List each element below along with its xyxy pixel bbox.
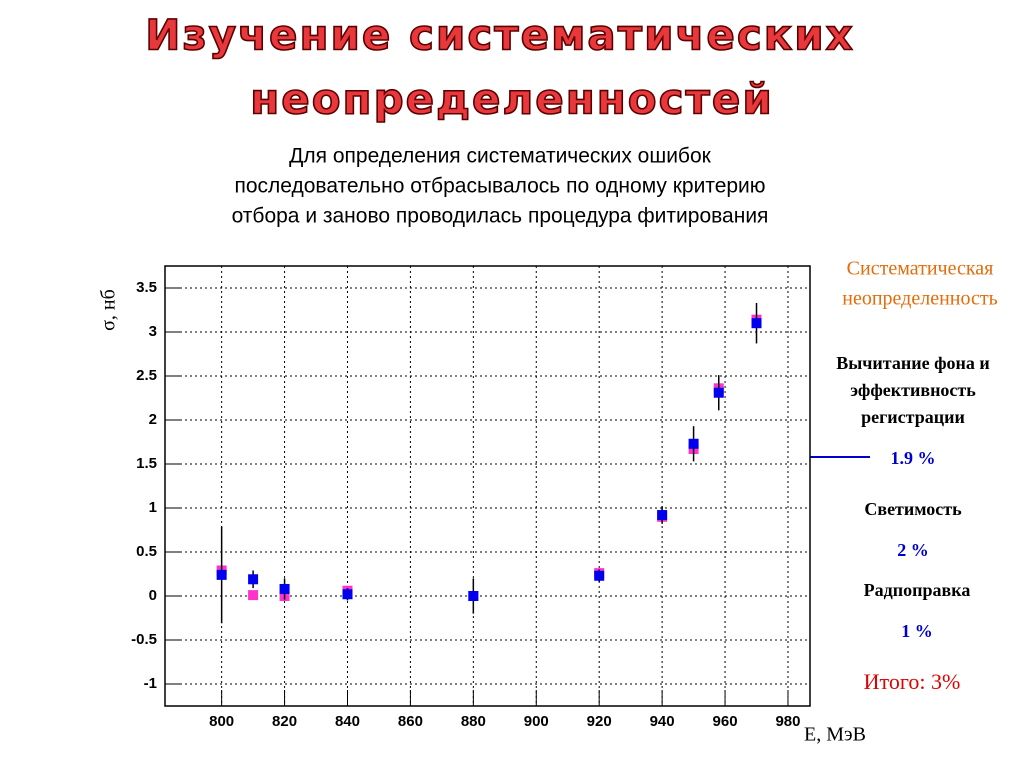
point	[594, 570, 605, 581]
x-tick-label: 860	[398, 713, 423, 730]
x-tick-label: 920	[587, 713, 612, 730]
x-tick-label: 840	[335, 713, 360, 730]
item-label: Радпоправка	[864, 580, 971, 600]
x-tick-label: 980	[775, 713, 800, 730]
y-tick-label: 1.5	[136, 455, 157, 472]
y-axis-label: σ, нб	[98, 289, 120, 331]
subtitle: Для определения систематических ошибок	[289, 145, 711, 168]
point	[751, 318, 762, 329]
title: Изучение систематических	[145, 11, 855, 60]
item-value: 1.9 %	[891, 448, 936, 468]
x-tick-label: 880	[461, 713, 486, 730]
side-heading: неопределенность	[842, 288, 997, 310]
x-axis-label: E, МэВ	[804, 724, 866, 746]
x-tick-label: 820	[272, 713, 297, 730]
point	[279, 583, 290, 594]
item-label: Светимость	[864, 499, 962, 519]
x-tick-label: 800	[209, 713, 234, 730]
x-tick-label: 960	[713, 713, 738, 730]
y-tick-label: 0.5	[136, 543, 157, 560]
subtitle: отбора и заново проводилась процедура фи…	[232, 205, 769, 228]
x-tick-label: 940	[650, 713, 675, 730]
plot-area	[164, 265, 811, 707]
item-label: Вычитание фона и	[836, 353, 990, 373]
point	[468, 591, 479, 601]
total: Итого: 3%	[864, 669, 961, 694]
point	[657, 510, 668, 521]
point	[342, 589, 353, 600]
point	[713, 387, 724, 398]
side-heading: Систематическая	[847, 258, 994, 280]
item-label: регистрации	[861, 407, 965, 427]
title: неопределенностей	[250, 75, 774, 124]
x-tick-label: 900	[524, 713, 549, 730]
y-tick-label: 3.5	[136, 279, 157, 296]
subtitle: последовательно отбрасывалось по одному …	[234, 175, 765, 198]
item-value: 1 %	[901, 621, 933, 641]
point	[688, 438, 699, 449]
item-label: эффективность	[850, 380, 976, 400]
y-tick-label: 3	[149, 323, 157, 340]
point	[216, 569, 227, 580]
y-tick-label: 0	[149, 587, 157, 604]
y-tick-label: 1	[149, 499, 157, 516]
point	[248, 574, 259, 585]
y-tick-label: 2.5	[136, 367, 157, 384]
y-tick-label: 2	[149, 411, 157, 428]
item-value: 2 %	[897, 540, 929, 560]
y-tick-label: -0.5	[131, 631, 157, 648]
y-tick-label: -1	[144, 675, 157, 692]
point	[248, 590, 259, 601]
